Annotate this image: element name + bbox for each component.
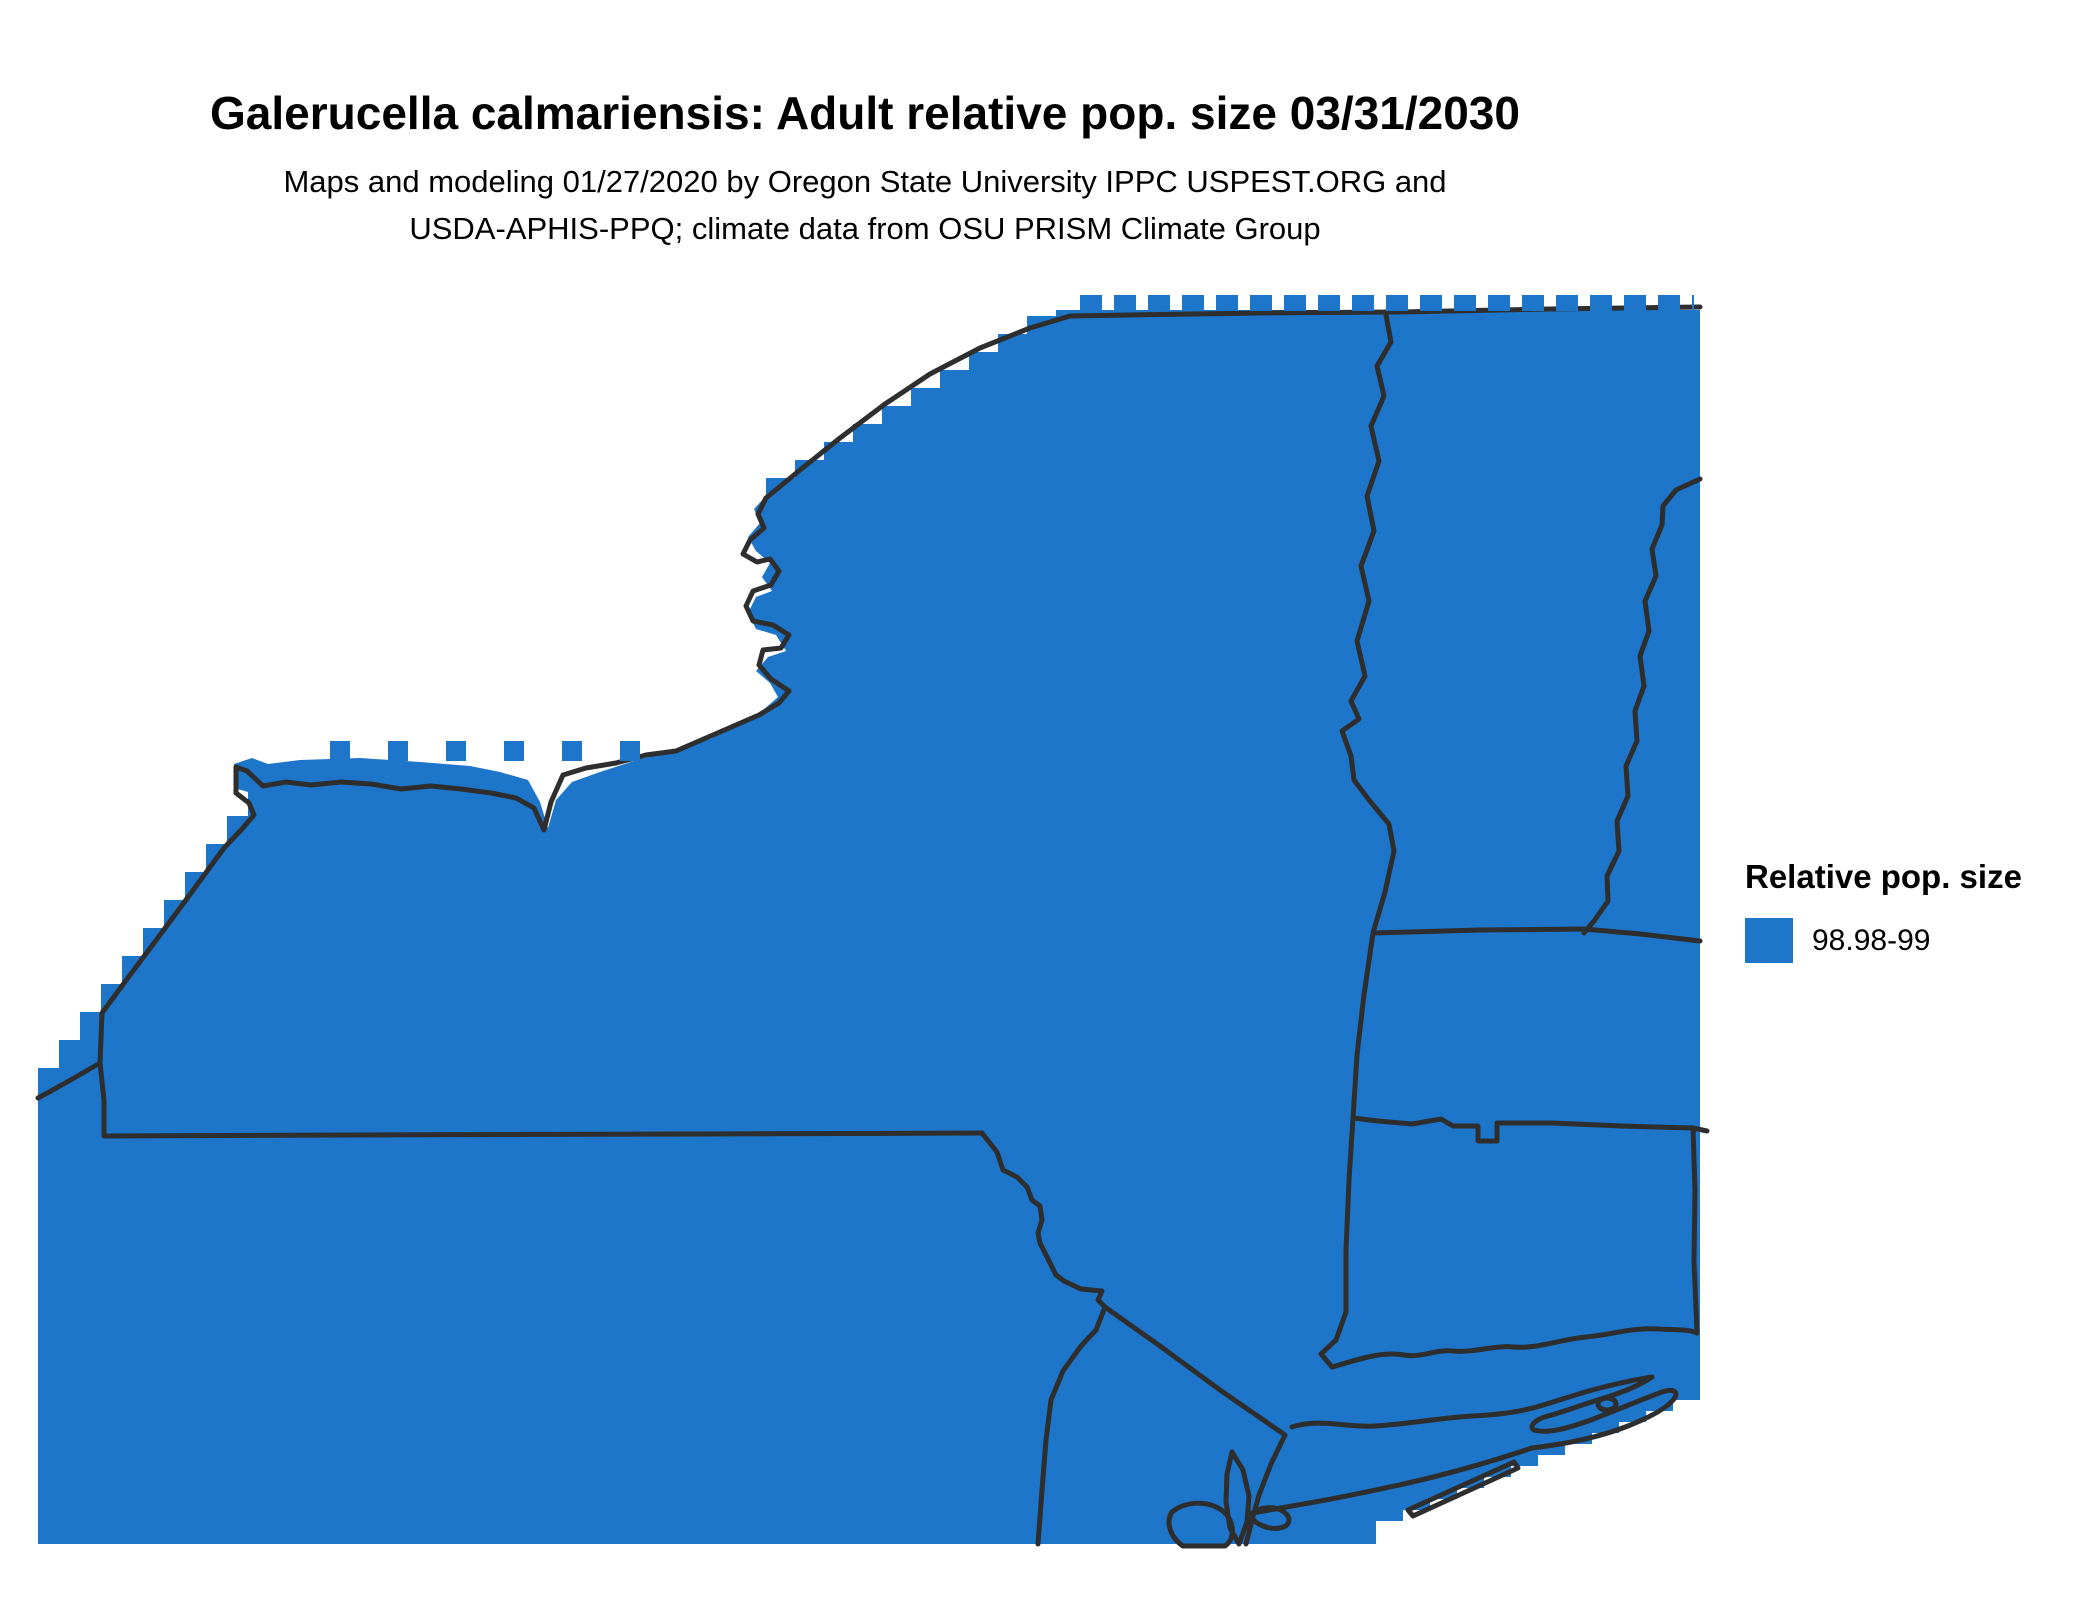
border-ma-north: [1370, 926, 1703, 944]
coast-stlawrence-ontario-erie: [35, 495, 792, 1101]
border-ny-pa: [97, 1060, 985, 1139]
map-region-fill: [38, 310, 1700, 1544]
border-ny-ct: [1318, 1115, 1356, 1370]
island-shelter: [1595, 1395, 1619, 1413]
border-vt-nh: [1581, 476, 1703, 936]
legend-item-label: 98.98-99: [1812, 923, 1931, 957]
legend-item: 98.98-99: [1745, 918, 2085, 963]
border-ma-ct: [1350, 1115, 1710, 1144]
border-canada: [763, 304, 1703, 501]
page-title: Galerucella calmariensis: Adult relative…: [210, 87, 1520, 139]
subtitle: Maps and modeling 01/27/2020 by Oregon S…: [100, 158, 1630, 252]
island-fire-island-barrier: [1405, 1459, 1521, 1519]
border-delaware-river: [979, 1130, 1108, 1547]
state-borders: [35, 304, 1710, 1549]
subtitle-line-2: USDA-APHIS-PPQ; climate data from OSU PR…: [409, 211, 1321, 246]
island-manhattan: [1223, 1449, 1252, 1547]
island-staten: [1166, 1500, 1235, 1549]
coast-long-island-north: [1289, 1374, 1655, 1430]
subtitle-line-1: Maps and modeling 01/27/2020 by Oregon S…: [283, 164, 1447, 199]
legend: Relative pop. size 98.98-99: [1745, 858, 2085, 963]
coast-long-island-south: [1249, 1445, 1535, 1516]
coast-connecticut: [1329, 1326, 1700, 1370]
coast-jamaica-bay: [1249, 1505, 1292, 1531]
border-ny-vt: [1339, 312, 1397, 936]
legend-title: Relative pop. size: [1745, 858, 2022, 895]
legend-swatch: [1745, 918, 1793, 963]
pixel-teeth-north-edge: [1080, 295, 1694, 311]
coast-long-island-forks: [1529, 1374, 1679, 1451]
border-ny-ma: [1350, 930, 1376, 1121]
pixel-teeth-ontario-shore: [330, 741, 670, 761]
border-ct-ri: [1690, 1125, 1700, 1336]
header: Galerucella calmariensis: Adult relative…: [100, 86, 1630, 252]
